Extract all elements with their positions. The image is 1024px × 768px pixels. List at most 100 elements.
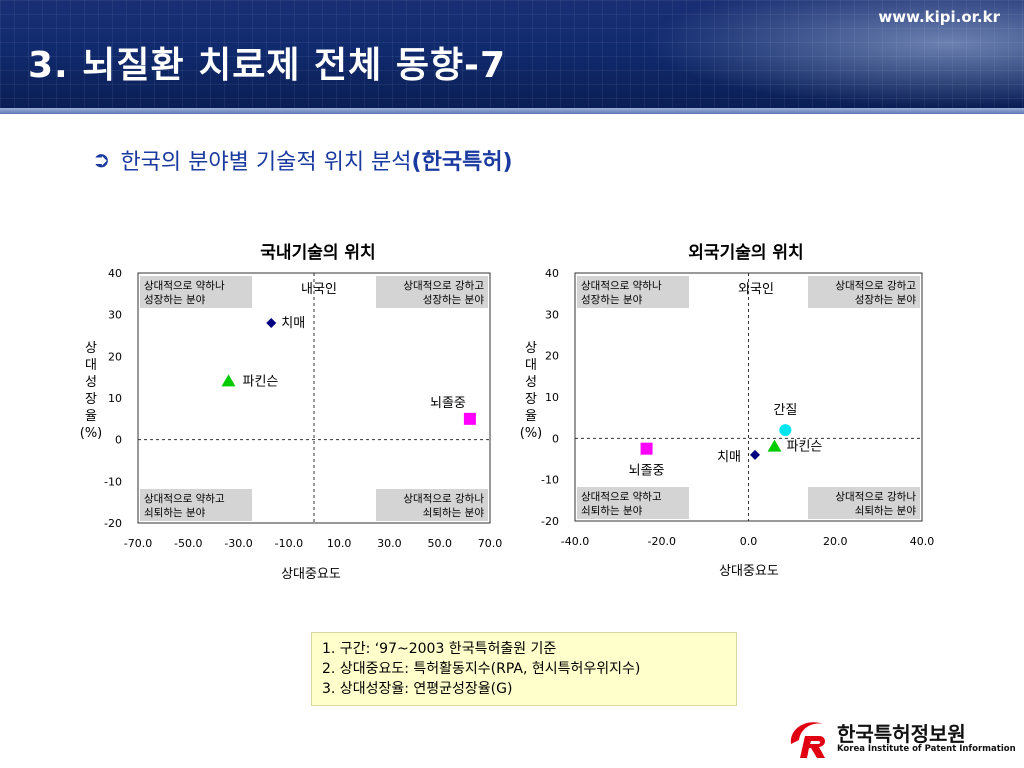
x-tick-label: 0.0 bbox=[740, 535, 758, 548]
x-tick-label: 40.0 bbox=[910, 535, 935, 548]
y-tick-label: -10 bbox=[104, 475, 122, 488]
data-point-label: 치매 bbox=[717, 450, 741, 465]
note-line: 1. 구간: ‘97~2003 한국특허출원 기준 bbox=[322, 641, 557, 657]
y-axis-label: 율 bbox=[525, 409, 537, 424]
quadrant-label: 상대적으로 강하고 bbox=[403, 279, 484, 292]
x-tick-label: -40.0 bbox=[561, 535, 589, 548]
x-tick-label: 70.0 bbox=[478, 537, 503, 550]
kipi-logo-icon bbox=[790, 722, 825, 758]
y-axis-label: 장 bbox=[85, 392, 97, 407]
y-axis-label: 대 bbox=[525, 358, 537, 373]
data-point-label: 뇌졸중 bbox=[629, 464, 665, 479]
section-subtitle: ➲ 한국의 분야별 기술적 위치 분석 (한국특허) bbox=[92, 144, 513, 176]
y-tick-label: 20 bbox=[545, 350, 559, 363]
quadrant-box bbox=[577, 276, 689, 308]
data-point-triangle bbox=[767, 439, 782, 452]
arrow-right-circle-icon: ➲ bbox=[92, 147, 111, 173]
note-line: 2. 상대중요도: 특허활동지수(RPA, 현시특허우위지수) bbox=[322, 661, 641, 677]
data-point-label: 간질 bbox=[773, 403, 797, 418]
quadrant-label: 쇠퇴하는 분야 bbox=[581, 504, 643, 517]
quadrant-box bbox=[140, 489, 252, 521]
y-tick-label: -10 bbox=[541, 474, 559, 487]
x-tick-label: -30.0 bbox=[224, 537, 252, 550]
quadrant-label: 상대적으로 강하나 bbox=[403, 492, 484, 505]
quadrant-box bbox=[808, 276, 920, 308]
chart-title: 국내기술의 위치 bbox=[260, 243, 375, 263]
header-glow bbox=[644, 0, 1024, 108]
subtitle-bold: (한국특허) bbox=[411, 150, 513, 175]
y-tick-label: 20 bbox=[108, 350, 122, 363]
page-title: 3. 뇌질환 치료제 전체 동향-7 bbox=[28, 45, 507, 86]
y-axis-label: 율 bbox=[85, 409, 97, 424]
y-axis-label: (%) bbox=[80, 426, 103, 441]
quadrant-box bbox=[140, 276, 252, 308]
notes-box: 1. 구간: ‘97~2003 한국특허출원 기준 2. 상대중요도: 특허활동… bbox=[311, 632, 737, 706]
data-point-label: 파킨슨 bbox=[243, 374, 279, 389]
x-tick-label: 30.0 bbox=[377, 537, 402, 550]
y-tick-label: 0 bbox=[552, 432, 559, 445]
y-axis-label: 상 bbox=[85, 341, 97, 356]
y-axis-label: 성 bbox=[525, 375, 537, 390]
corner-label: 내국인 bbox=[301, 282, 337, 297]
y-tick-label: 30 bbox=[545, 308, 559, 321]
quadrant-label: 상대적으로 약하고 bbox=[581, 490, 662, 503]
quadrant-label: 성장하는 분야 bbox=[144, 293, 206, 306]
site-url[interactable]: www.kipi.or.kr bbox=[878, 8, 1000, 26]
y-tick-label: -20 bbox=[104, 517, 122, 530]
data-point-label: 치매 bbox=[281, 316, 305, 331]
x-tick-label: 10.0 bbox=[327, 537, 352, 550]
header-divider bbox=[0, 108, 1024, 114]
data-point-triangle bbox=[221, 374, 236, 387]
data-point-diamond bbox=[750, 449, 761, 460]
y-tick-label: 10 bbox=[545, 391, 559, 404]
quadrant-label: 쇠퇴하는 분야 bbox=[855, 504, 917, 517]
quadrant-label: 상대적으로 강하나 bbox=[835, 490, 916, 503]
y-tick-label: -20 bbox=[541, 515, 559, 528]
y-axis-label: 성 bbox=[85, 375, 97, 390]
chart-title: 외국기술의 위치 bbox=[688, 243, 803, 263]
corner-label: 외국인 bbox=[738, 282, 774, 297]
x-tick-label: 50.0 bbox=[427, 537, 452, 550]
data-point-circle bbox=[779, 424, 792, 437]
y-axis-label: 대 bbox=[85, 358, 97, 373]
data-point-square bbox=[463, 412, 476, 425]
quadrant-box bbox=[376, 276, 488, 308]
quadrant-label: 상대적으로 약하나 bbox=[144, 279, 225, 292]
header-grid-pattern bbox=[0, 0, 1024, 108]
quadrant-label: 상대적으로 강하고 bbox=[835, 279, 916, 292]
y-tick-label: 40 bbox=[108, 267, 122, 280]
note-line: 3. 상대성장율: 연평균성장율(G) bbox=[322, 681, 513, 697]
quadrant-label: 상대적으로 약하고 bbox=[144, 492, 225, 505]
data-point-label: 뇌졸중 bbox=[430, 396, 466, 411]
subtitle-text: 한국의 분야별 기술적 위치 분석 bbox=[120, 150, 412, 175]
kipi-logo: 한국특허정보원 Korea Institute of Patent Inform… bbox=[785, 714, 1016, 762]
data-point-square bbox=[640, 442, 653, 455]
x-tick-label: -10.0 bbox=[275, 537, 303, 550]
quadrant-box bbox=[376, 489, 488, 521]
x-tick-label: 20.0 bbox=[823, 535, 848, 548]
y-axis-label: 상 bbox=[525, 341, 537, 356]
logo-name-ko: 한국특허정보원 bbox=[837, 722, 966, 746]
x-axis-label: 상대중요도 bbox=[281, 567, 341, 582]
y-axis-label: (%) bbox=[520, 426, 543, 441]
y-tick-label: 40 bbox=[545, 267, 559, 280]
y-axis-label: 장 bbox=[525, 392, 537, 407]
y-tick-label: 30 bbox=[108, 309, 122, 322]
quadrant-box bbox=[808, 487, 920, 519]
quadrant-label: 성장하는 분야 bbox=[855, 293, 917, 306]
data-point-diamond bbox=[266, 318, 277, 328]
quadrant-label: 성장하는 분야 bbox=[581, 293, 643, 306]
x-tick-label: -20.0 bbox=[648, 535, 676, 548]
y-tick-label: 0 bbox=[115, 434, 122, 447]
x-tick-label: -70.0 bbox=[124, 537, 152, 550]
quadrant-label: 쇠퇴하는 분야 bbox=[144, 506, 206, 519]
data-point-label: 파킨슨 bbox=[787, 440, 823, 455]
plot-frame bbox=[137, 272, 491, 524]
quadrant-label: 성장하는 분야 bbox=[423, 293, 485, 306]
logo-name-en: Korea Institute of Patent Information bbox=[837, 744, 1016, 754]
x-tick-label: -50.0 bbox=[174, 537, 202, 550]
quadrant-label: 쇠퇴하는 분야 bbox=[423, 506, 485, 519]
header-banner: www.kipi.or.kr 3. 뇌질환 치료제 전체 동향-7 bbox=[0, 0, 1024, 108]
x-axis-label: 상대중요도 bbox=[719, 564, 779, 579]
